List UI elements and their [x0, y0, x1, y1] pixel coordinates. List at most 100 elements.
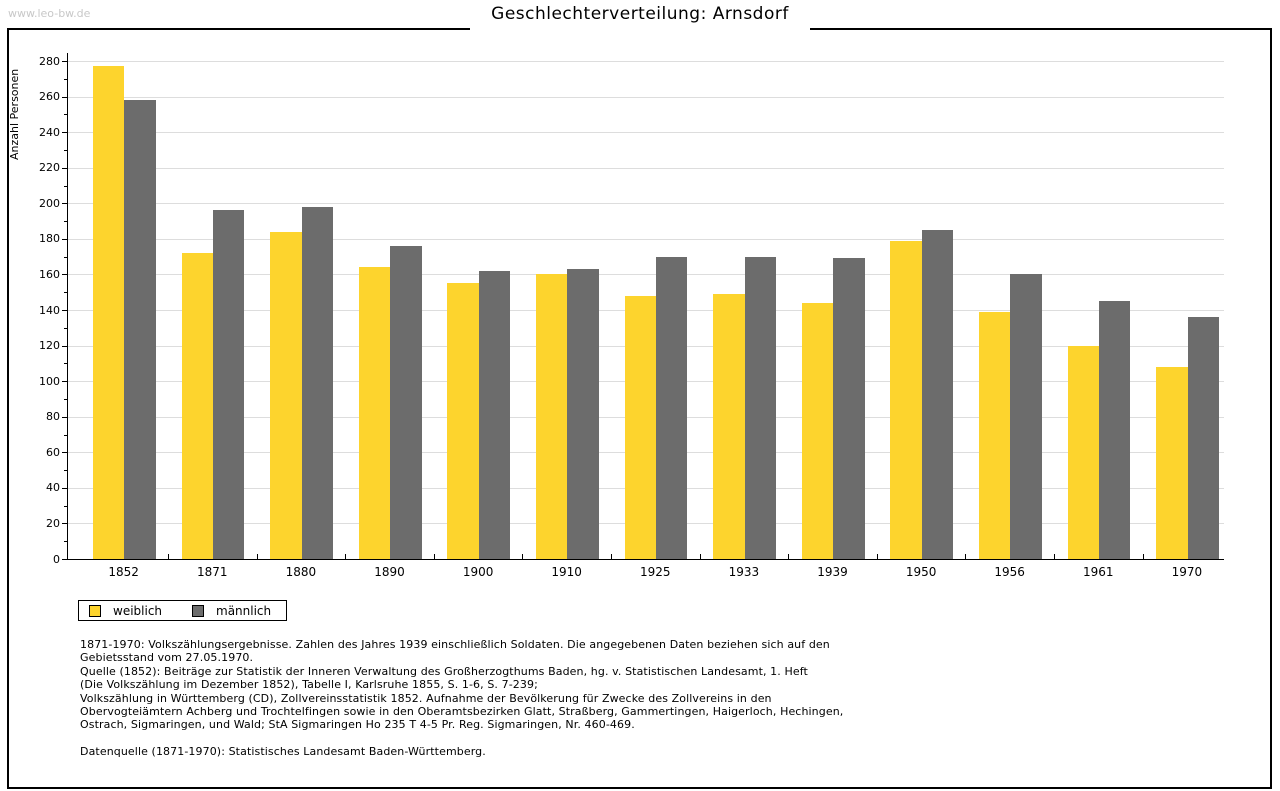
chart-title: Geschlechterverteilung: Arnsdorf — [491, 4, 789, 24]
x-axis-tick — [522, 554, 524, 559]
y-axis-minor-tick — [64, 470, 68, 472]
bar-1970-maennlich — [1187, 317, 1219, 559]
y-axis-tick — [62, 345, 68, 347]
legend-item-weiblich: weiblich — [89, 604, 162, 618]
bar-1890-weiblich — [358, 267, 391, 559]
x-axis-tick — [1142, 554, 1144, 559]
x-axis-label-1880: 1880 — [285, 565, 317, 579]
x-axis-label-1852: 1852 — [108, 565, 139, 579]
y-axis-tick-label: 280 — [39, 54, 60, 68]
y-axis-title: Anzahl Personen — [8, 68, 21, 160]
bar-1939-maennlich — [833, 258, 865, 559]
footnotes-block: 1871-1970: Volkszählungsergebnisse. Zahl… — [80, 638, 843, 759]
y-axis-tick — [62, 132, 68, 134]
x-axis-tick — [168, 554, 169, 559]
gridline — [68, 96, 1224, 98]
y-axis-minor-tick — [64, 185, 68, 187]
y-axis-tick-label: 120 — [39, 339, 60, 353]
x-axis-label-1890: 1890 — [374, 565, 405, 579]
y-axis-tick-label: 40 — [46, 481, 60, 495]
legend-swatch-weiblich — [89, 605, 101, 617]
y-axis-tick — [62, 96, 68, 98]
y-axis-minor-tick — [64, 221, 68, 223]
y-axis-tick — [62, 452, 68, 454]
x-axis-label-1961: 1961 — [1083, 565, 1114, 579]
y-axis-tick — [62, 61, 68, 62]
y-axis-minor-tick — [64, 256, 68, 258]
y-axis-minor-tick — [64, 149, 68, 151]
y-axis-minor-tick — [64, 78, 68, 80]
x-axis-label-1910: 1910 — [551, 565, 582, 579]
x-axis-tick — [256, 554, 258, 559]
x-axis-tick — [1054, 554, 1055, 559]
y-axis-tick — [62, 274, 68, 276]
footnote-line: Ostrach, Sigmaringen, und Wald; StA Sigm… — [80, 718, 635, 732]
gridline — [68, 238, 1224, 240]
bar-1871-maennlich — [213, 210, 245, 559]
y-axis-minor-tick — [64, 327, 68, 329]
y-axis-tick-label: 140 — [39, 303, 60, 317]
bar-1961-maennlich — [1099, 301, 1131, 559]
footnote-line: Quelle (1852): Beiträge zur Statistik de… — [80, 664, 808, 678]
bar-1933-maennlich — [744, 256, 776, 559]
x-axis-label-1933: 1933 — [728, 565, 760, 579]
y-axis-tick — [62, 416, 68, 418]
x-axis — [68, 559, 1224, 560]
y-axis-tick — [62, 523, 68, 525]
bar-1956-maennlich — [1010, 274, 1042, 559]
x-axis-tick — [965, 554, 967, 559]
legend-swatch-maennlich — [192, 605, 204, 617]
bar-1852-weiblich — [93, 66, 125, 559]
y-axis-tick-label: 60 — [46, 445, 60, 459]
y-axis-minor-tick — [64, 363, 68, 365]
x-axis-tick — [611, 554, 612, 559]
x-axis-label-1871: 1871 — [197, 565, 228, 579]
bar-1880-maennlich — [301, 206, 333, 559]
y-axis — [67, 53, 68, 560]
bar-1925-maennlich — [656, 256, 688, 559]
y-axis-tick — [62, 310, 68, 311]
gridline — [68, 167, 1224, 169]
gridline — [68, 274, 1224, 276]
x-axis-label-1950: 1950 — [905, 565, 937, 579]
x-axis-label-1970: 1970 — [1171, 565, 1203, 579]
y-axis-tick-label: 20 — [46, 516, 60, 530]
bar-1961-weiblich — [1067, 345, 1099, 559]
y-axis-tick-label: 160 — [39, 267, 60, 281]
x-axis-tick — [345, 554, 347, 559]
legend-box: weiblich männlich — [78, 600, 287, 621]
y-axis-tick-label: 260 — [39, 90, 60, 104]
bar-1910-maennlich — [567, 269, 599, 559]
y-axis-tick-label: 0 — [53, 552, 60, 566]
y-axis-minor-tick — [64, 292, 68, 294]
y-axis-tick-label: 100 — [39, 374, 60, 388]
footnote-line: Gebietsstand vom 27.05.1970. — [80, 651, 254, 665]
bar-1970-weiblich — [1156, 366, 1188, 559]
y-axis-minor-tick — [64, 505, 68, 507]
y-axis-minor-tick — [64, 434, 68, 436]
y-axis-minor-tick — [64, 541, 68, 543]
x-axis-label-1900: 1900 — [462, 565, 494, 579]
y-axis-tick — [62, 167, 68, 169]
frame-title-gap — [470, 27, 810, 32]
gridline — [68, 132, 1224, 134]
y-axis-tick-label: 180 — [39, 232, 60, 246]
x-axis-label-1939: 1939 — [817, 565, 848, 579]
y-axis-tick — [62, 203, 68, 205]
x-axis-label-1925: 1925 — [640, 565, 671, 579]
y-axis-tick-label: 80 — [46, 410, 60, 424]
bar-1939-weiblich — [801, 302, 834, 559]
footnote-line: Obervogteiämtern Achberg und Trochtelfin… — [80, 704, 844, 718]
x-axis-tick — [788, 554, 790, 559]
x-axis-label-1956: 1956 — [994, 565, 1025, 579]
y-axis-tick-label: 200 — [39, 196, 60, 210]
y-axis-tick — [62, 238, 68, 240]
bar-1910-weiblich — [536, 274, 568, 559]
bar-1956-weiblich — [979, 311, 1011, 559]
bar-1900-weiblich — [447, 283, 479, 559]
footnote-line: (Die Volkszählung im Dezember 1852), Tab… — [80, 678, 538, 692]
footnote-line: Volkszählung in Württemberg (CD), Zollve… — [80, 691, 772, 705]
x-axis-tick — [699, 554, 701, 559]
y-axis-tick-label: 240 — [39, 125, 60, 139]
